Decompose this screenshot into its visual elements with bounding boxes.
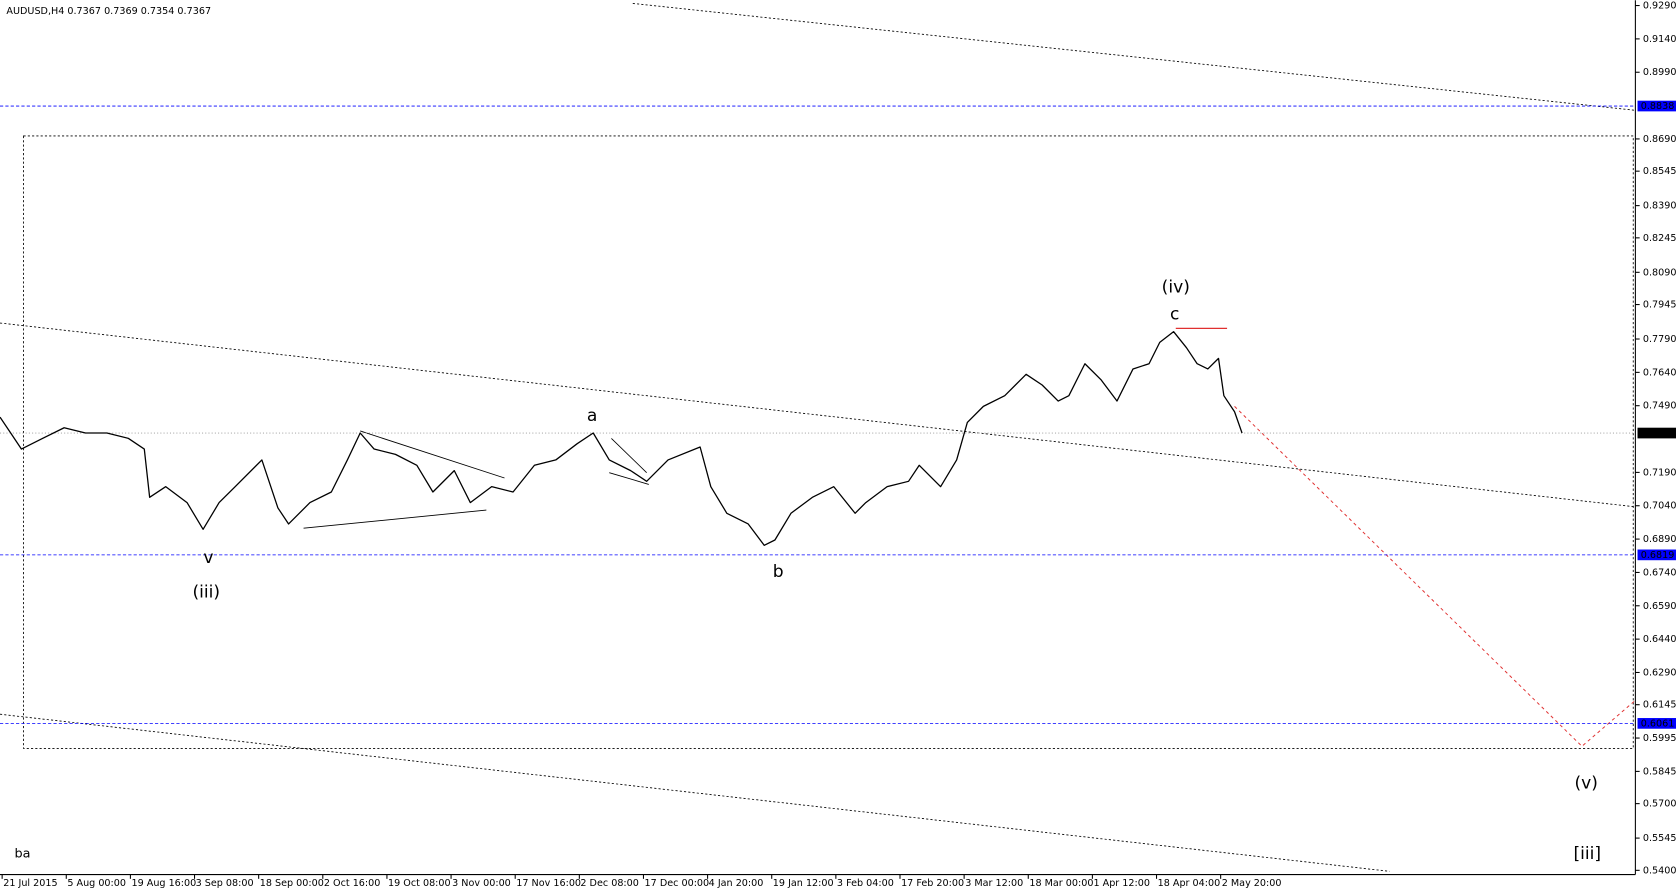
price-label: 0.8838 xyxy=(1641,101,1675,112)
price-label-box xyxy=(1637,718,1676,729)
trendline xyxy=(632,2,1636,111)
x-tick-label: 4 Jan 20:00 xyxy=(709,878,764,889)
x-tick-label: 19 Jan 12:00 xyxy=(773,878,834,889)
x-tick-label: 3 Feb 04:00 xyxy=(837,878,894,889)
y-tick-label: 0.9290 xyxy=(1643,1,1676,12)
x-tick-label: 2 May 20:00 xyxy=(1222,878,1282,889)
chart-title: AUDUSD,H4 0.7367 0.7369 0.7354 0.7367 xyxy=(6,6,211,17)
y-tick-label: 0.7040 xyxy=(1643,501,1676,512)
y-tick-label: 0.6145 xyxy=(1643,700,1676,711)
triangle-line xyxy=(609,472,649,485)
y-tick-label: 0.5400 xyxy=(1643,865,1676,876)
y-tick-label: 0.8990 xyxy=(1643,67,1676,78)
price-line xyxy=(0,331,1243,546)
y-tick-label: 0.7790 xyxy=(1643,334,1676,345)
price-label-box xyxy=(1637,100,1676,112)
x-tick-label: 5 Aug 00:00 xyxy=(67,878,126,889)
x-tick-label: 21 Jul 2015 xyxy=(3,878,57,889)
y-tick-label: 0.6590 xyxy=(1643,601,1676,612)
x-tick-label: 19 Oct 08:00 xyxy=(388,878,451,889)
x-tick-label: 19 Aug 16:00 xyxy=(131,878,196,889)
x-tick-label: 18 Apr 04:00 xyxy=(1158,878,1221,889)
triangle-line xyxy=(360,430,505,479)
wave-label: v xyxy=(203,548,213,568)
y-tick-label: 0.6740 xyxy=(1643,567,1676,578)
triangle-line xyxy=(303,509,487,529)
y-tick-label: 0.8090 xyxy=(1643,267,1676,278)
wave-label: c xyxy=(1170,304,1179,324)
y-tick-label: 0.7490 xyxy=(1643,401,1676,412)
y-tick-label: 0.5845 xyxy=(1643,766,1676,777)
x-tick-label: 3 Mar 12:00 xyxy=(965,878,1023,889)
price-label: 0.6819 xyxy=(1641,550,1675,561)
projection xyxy=(1234,406,1636,747)
wave-label: b xyxy=(773,562,784,582)
x-tick-label: 1 Apr 12:00 xyxy=(1093,878,1150,889)
price-label-box xyxy=(1637,549,1676,561)
x-tick-label: 2 Oct 16:00 xyxy=(324,878,381,889)
y-tick-label: 0.7945 xyxy=(1643,300,1676,311)
price-label: 0.7367 xyxy=(1641,428,1675,439)
y-tick-label: 0.5545 xyxy=(1643,833,1676,844)
y-tick-label: 0.7190 xyxy=(1643,467,1676,478)
y-tick-label: 0.5995 xyxy=(1643,733,1676,744)
x-tick-label: 3 Sep 08:00 xyxy=(196,878,254,889)
x-tick-label: 18 Mar 00:00 xyxy=(1029,878,1093,889)
wave-label: (v) xyxy=(1574,774,1597,794)
y-tick-label: 0.8545 xyxy=(1643,166,1676,177)
x-tick-label: 17 Dec 00:00 xyxy=(645,878,710,889)
y-tick-label: 0.6440 xyxy=(1643,634,1676,645)
dashed-box xyxy=(23,135,1634,749)
x-tick-label: 17 Feb 20:00 xyxy=(901,878,964,889)
drawing-objects xyxy=(0,2,1636,872)
y-tick-label: 0.8390 xyxy=(1643,201,1676,212)
wave-label: (iv) xyxy=(1162,278,1190,298)
y-tick-label: 0.7640 xyxy=(1643,367,1676,378)
x-tick-label: 18 Sep 00:00 xyxy=(260,878,324,889)
y-tick-label: 0.8690 xyxy=(1643,134,1676,145)
wave-label: ba xyxy=(14,847,30,862)
x-tick-label: 3 Nov 00:00 xyxy=(452,878,511,889)
x-tick-label: 17 Nov 16:00 xyxy=(516,878,581,889)
price-label: 0.6061 xyxy=(1641,718,1675,729)
y-tick-label: 0.9140 xyxy=(1643,34,1676,45)
y-tick-label: 0.8245 xyxy=(1643,233,1676,244)
triangles xyxy=(303,430,649,529)
trendline xyxy=(0,322,1636,508)
wave-label: (iii) xyxy=(192,582,220,602)
y-tick-label: 0.6890 xyxy=(1643,534,1676,545)
y-tick-label: 0.6290 xyxy=(1643,667,1676,678)
wave-label: [iii] xyxy=(1573,844,1601,864)
y-tick-label: 0.5700 xyxy=(1643,799,1676,810)
x-tick-label: 2 Dec 08:00 xyxy=(580,878,639,889)
triangle-line xyxy=(611,438,647,473)
price-label-box xyxy=(1637,427,1676,439)
wave-label: a xyxy=(587,406,597,426)
